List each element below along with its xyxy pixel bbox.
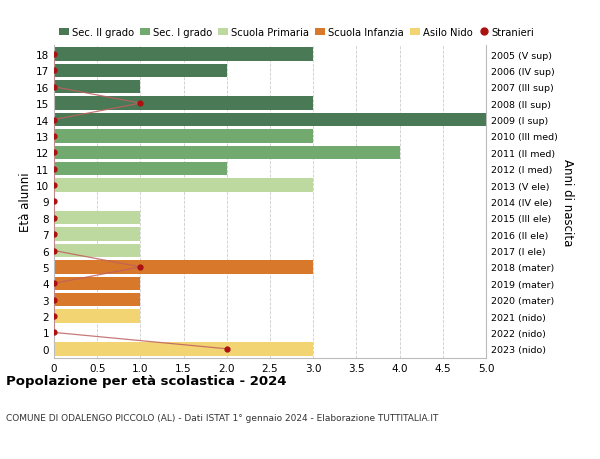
Bar (54, 113, 486, 127)
Bar (54, 146, 400, 160)
Bar (54, 342, 313, 356)
Bar (54, 179, 313, 192)
Bar (54, 97, 313, 111)
Y-axis label: Anni di nascita: Anni di nascita (562, 158, 574, 246)
Bar (54, 261, 313, 274)
Bar (54, 244, 140, 257)
Bar (54, 228, 140, 241)
Bar (54, 162, 227, 176)
Bar (54, 293, 140, 307)
Bar (54, 48, 313, 62)
Legend: Sec. II grado, Sec. I grado, Scuola Primaria, Scuola Infanzia, Asilo Nido, Stran: Sec. II grado, Sec. I grado, Scuola Prim… (59, 28, 535, 38)
Text: Popolazione per età scolastica - 2024: Popolazione per età scolastica - 2024 (6, 374, 287, 387)
Bar (54, 310, 140, 323)
Y-axis label: Età alunni: Età alunni (19, 172, 32, 232)
Bar (54, 130, 313, 143)
Bar (54, 277, 140, 291)
Bar (54, 65, 227, 78)
Text: COMUNE DI ODALENGO PICCOLO (AL) - Dati ISTAT 1° gennaio 2024 - Elaborazione TUTT: COMUNE DI ODALENGO PICCOLO (AL) - Dati I… (6, 413, 439, 422)
Bar (54, 212, 140, 225)
Bar (54, 81, 140, 94)
